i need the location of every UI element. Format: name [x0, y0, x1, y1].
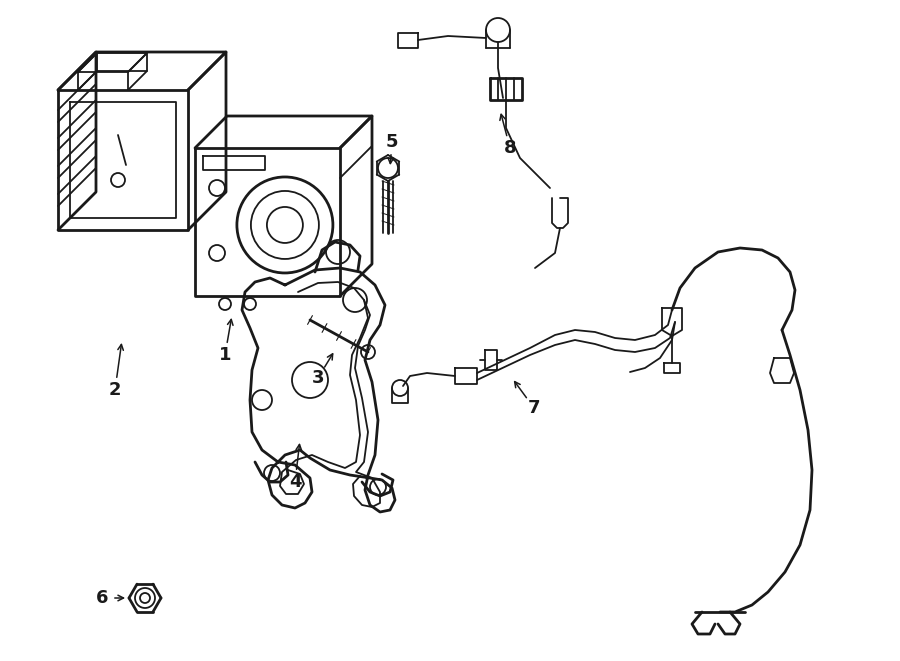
Text: 2: 2 [109, 381, 122, 399]
Text: 1: 1 [219, 346, 231, 364]
Text: 6: 6 [95, 589, 108, 607]
Text: 3: 3 [311, 369, 324, 387]
Text: 4: 4 [289, 473, 302, 491]
Text: 8: 8 [504, 139, 517, 157]
Text: 7: 7 [527, 399, 540, 417]
Text: 5: 5 [386, 133, 398, 151]
